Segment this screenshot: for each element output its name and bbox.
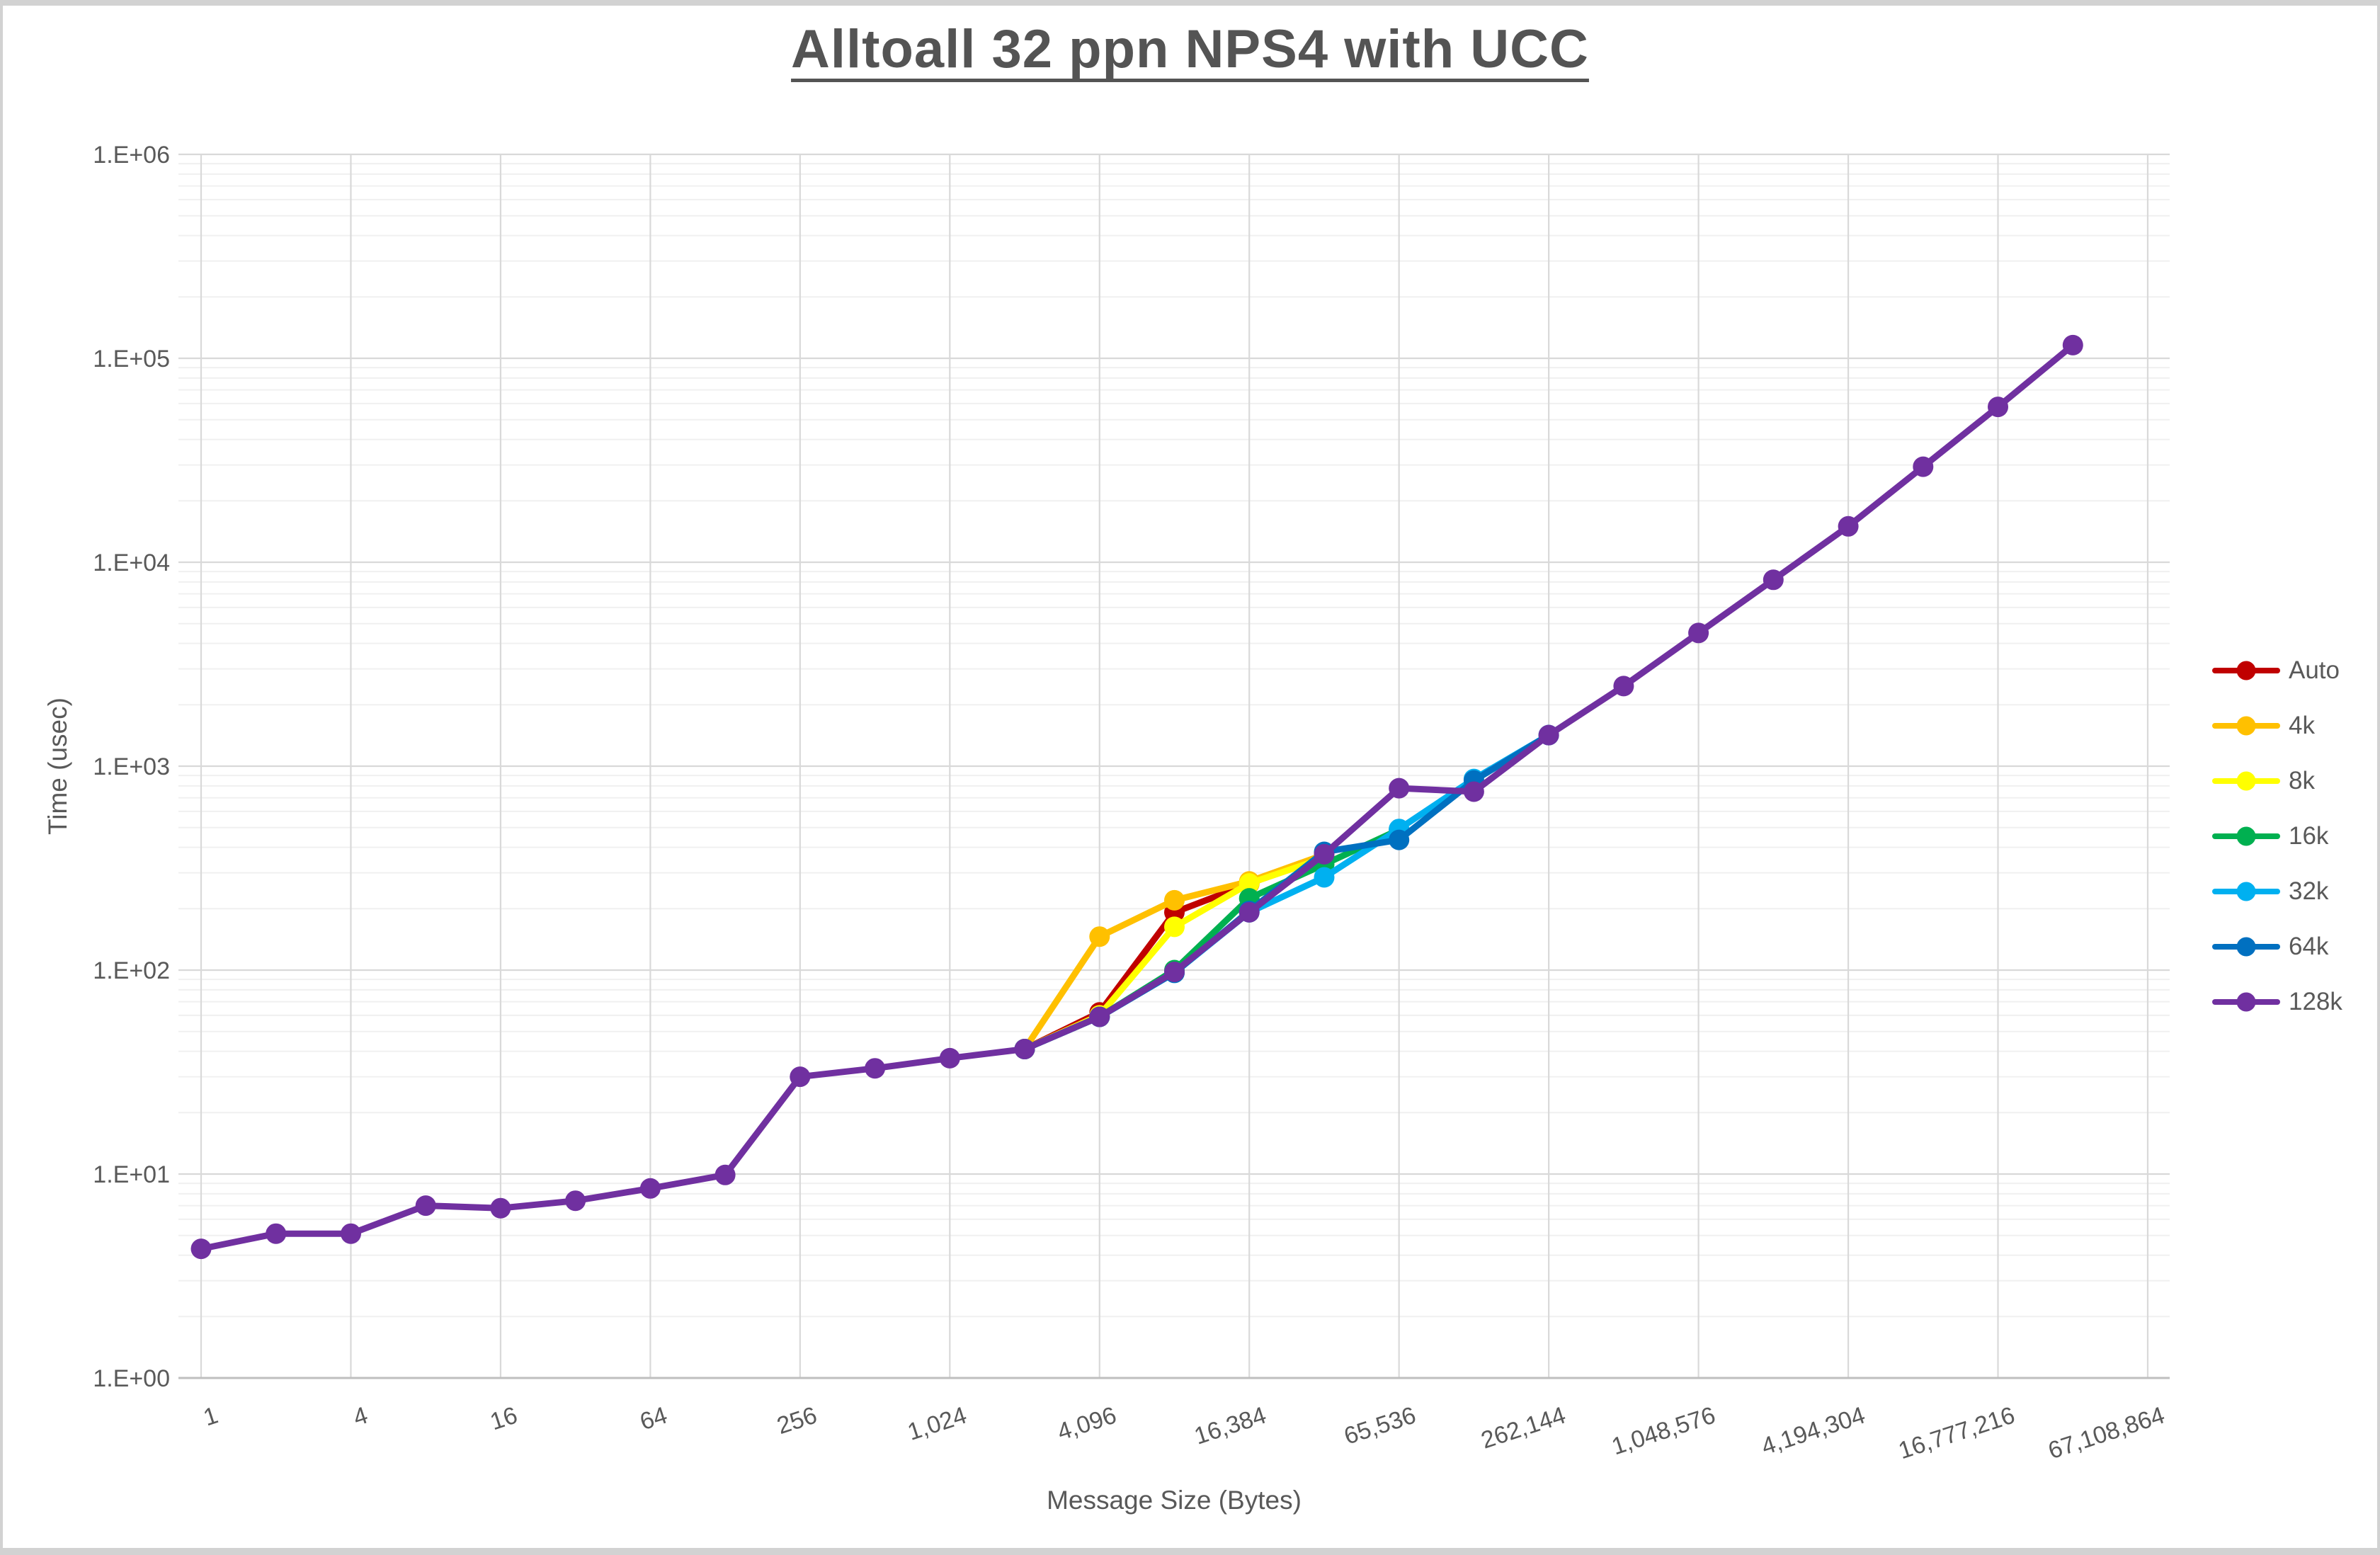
y-tick-label: 1.E+01 bbox=[93, 1161, 170, 1188]
x-tick-label: 16,384 bbox=[1191, 1401, 1270, 1449]
x-tick-label: 1,048,576 bbox=[1608, 1401, 1719, 1460]
legend-swatch-icon bbox=[2212, 936, 2280, 957]
legend-label: 16k bbox=[2289, 822, 2329, 850]
data-point-marker bbox=[1239, 901, 1260, 923]
data-point-marker bbox=[1164, 889, 1185, 911]
data-point-marker bbox=[1164, 962, 1185, 982]
data-point-marker bbox=[266, 1223, 287, 1244]
x-tick-label: 4,194,304 bbox=[1758, 1401, 1869, 1460]
legend-item-32k[interactable]: 32k bbox=[2212, 864, 2342, 919]
data-point-marker bbox=[939, 1047, 960, 1069]
grid-major bbox=[178, 153, 2170, 1379]
y-tick-labels: 1.E+00 1.E+01 1.E+02 1.E+03 1.E+04 1.E+05 1.E+… bbox=[93, 142, 170, 1392]
series-line bbox=[198, 341, 2076, 1253]
x-tick-label: 256 bbox=[774, 1401, 821, 1440]
data-point-marker bbox=[341, 1223, 361, 1244]
legend-label: 128k bbox=[2289, 988, 2342, 1015]
x-tick-label: 16 bbox=[487, 1401, 521, 1435]
plot-area[interactable]: 1.E+00 1.E+01 1.E+02 1.E+03 1.E+04 1.E+05 1.E+… bbox=[3, 6, 2380, 1555]
legend-swatch-icon bbox=[2212, 660, 2280, 681]
data-point-marker bbox=[790, 1066, 811, 1088]
data-point-marker bbox=[1389, 778, 1410, 799]
x-tick-label: 1,024 bbox=[904, 1401, 970, 1445]
x-tick-label: 262,144 bbox=[1478, 1401, 1569, 1454]
data-point-marker bbox=[1089, 926, 1110, 947]
legend-swatch-icon bbox=[2212, 770, 2280, 792]
x-tick-label: 65,536 bbox=[1340, 1401, 1419, 1449]
chart-title[interactable]: Alltoall 32 ppn NPS4 with UCC bbox=[791, 19, 1589, 79]
legend-label: 8k bbox=[2289, 767, 2315, 794]
data-point-marker bbox=[1164, 916, 1185, 938]
data-point-marker bbox=[1913, 456, 1934, 477]
data-point-marker bbox=[1239, 873, 1260, 894]
data-point-marker bbox=[714, 1164, 736, 1185]
legend-item-auto[interactable]: Auto bbox=[2212, 643, 2342, 698]
data-point-marker bbox=[1314, 867, 1335, 888]
x-tick-label: 4 bbox=[350, 1401, 371, 1431]
legend-item-4k[interactable]: 4k bbox=[2212, 698, 2342, 753]
series-128k[interactable] bbox=[190, 334, 2083, 1260]
legend-swatch-icon bbox=[2212, 826, 2280, 847]
legend-label: 32k bbox=[2289, 877, 2329, 905]
legend-swatch-icon bbox=[2212, 881, 2280, 902]
x-tick-label: 67,108,864 bbox=[2045, 1401, 2168, 1464]
x-axis-title: Message Size (Bytes) bbox=[1047, 1486, 1302, 1515]
data-point-marker bbox=[1838, 516, 1859, 537]
legend-swatch-icon bbox=[2212, 715, 2280, 736]
legend-item-128k[interactable]: 128k bbox=[2212, 974, 2342, 1030]
y-tick-label: 1.E+05 bbox=[93, 346, 170, 372]
y-tick-label: 1.E+04 bbox=[93, 549, 170, 576]
data-point-marker bbox=[1538, 724, 1559, 746]
data-point-marker bbox=[415, 1195, 436, 1217]
y-tick-label: 1.E+02 bbox=[93, 957, 170, 984]
data-point-marker bbox=[190, 1238, 212, 1260]
x-tick-label: 1 bbox=[200, 1401, 222, 1431]
y-tick-label: 1.E+00 bbox=[93, 1365, 170, 1392]
data-point-marker bbox=[1389, 829, 1410, 850]
data-point-marker bbox=[1763, 569, 1784, 591]
data-point-marker bbox=[1089, 1006, 1110, 1027]
data-point-marker bbox=[1613, 676, 1634, 697]
legend-label: 4k bbox=[2289, 712, 2315, 739]
data-point-marker bbox=[1014, 1039, 1035, 1059]
data-point-marker bbox=[490, 1197, 511, 1219]
legend-item-64k[interactable]: 64k bbox=[2212, 919, 2342, 974]
x-tick-labels: 1 4 16 64 256 1,024 4,096 16,384 65,536 262,144 1,… bbox=[200, 1401, 2168, 1464]
grid-minor bbox=[178, 163, 2170, 1318]
y-tick-label: 1.E+06 bbox=[93, 142, 170, 169]
data-point-marker bbox=[639, 1178, 661, 1199]
data-point-marker bbox=[1314, 843, 1335, 865]
data-point-marker bbox=[565, 1190, 586, 1212]
data-point-marker bbox=[1688, 622, 1709, 644]
legend-swatch-icon bbox=[2212, 991, 2280, 1013]
series-auto[interactable] bbox=[1014, 844, 1335, 1060]
legend-label: 64k bbox=[2289, 933, 2329, 960]
legend-item-8k[interactable]: 8k bbox=[2212, 753, 2342, 809]
legend[interactable]: Auto 4k 8k 16k 32k 64k 128k bbox=[2212, 643, 2342, 1030]
y-axis-title: Time (usec) bbox=[43, 697, 72, 835]
y-tick-label: 1.E+03 bbox=[93, 753, 170, 780]
x-tick-label: 16,777,216 bbox=[1895, 1401, 2018, 1464]
legend-item-16k[interactable]: 16k bbox=[2212, 809, 2342, 864]
data-point-marker bbox=[2062, 334, 2083, 355]
legend-label: Auto bbox=[2289, 656, 2340, 684]
data-point-marker bbox=[865, 1058, 886, 1079]
x-tick-label: 64 bbox=[637, 1401, 671, 1435]
data-point-marker bbox=[1988, 397, 2008, 418]
x-tick-label: 4,096 bbox=[1054, 1401, 1120, 1445]
data-point-marker bbox=[1463, 781, 1484, 802]
